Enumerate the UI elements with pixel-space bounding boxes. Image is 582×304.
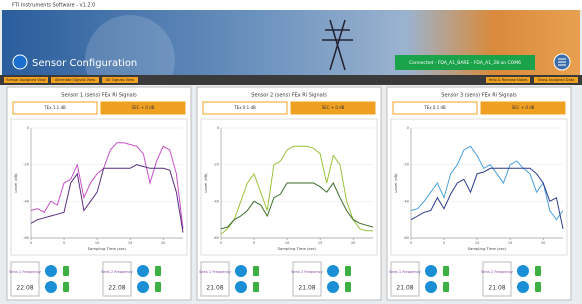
readout-value: 21.08 <box>298 285 315 292</box>
window-title: FTI Instruments Software - v1.2.0 <box>12 3 95 9</box>
battery-icon <box>63 282 69 292</box>
signal-button-label: TEx 1.1 dB <box>43 105 66 110</box>
x-tick-label: 10 <box>95 241 99 245</box>
x-tick-label: 10 <box>475 241 479 245</box>
control-button[interactable] <box>137 281 149 293</box>
app-window: FTI Instruments Software - v1.2.0 Sensor… <box>0 0 582 304</box>
x-tick-label: 0 <box>30 241 32 245</box>
panel-title: Sensor 3 (sens) FEx Ri Signals <box>441 93 517 99</box>
status-text: Connected - FDA_A1_BARE - FDA_A1_28 on C… <box>409 60 521 66</box>
y-tick-label: -60 <box>213 236 219 240</box>
x-tick-label: 15 <box>128 241 132 245</box>
readout-label: Sens 2 Frequency <box>291 270 324 274</box>
tab-label: Alternate Signals View <box>55 78 95 82</box>
x-tick-label: 10 <box>285 241 289 245</box>
y-tick-label: -20 <box>213 163 219 167</box>
readout-label: Sens 1 Frequency <box>9 270 42 274</box>
signal-button-label: TEx 0.1 dB <box>233 105 256 110</box>
y-tick-label: -40 <box>23 199 29 203</box>
header-title: Sensor Configuration <box>32 58 137 69</box>
y-tick-label: -60 <box>403 236 409 240</box>
readout-value: 22.08 <box>16 285 33 292</box>
y-tick-label: -60 <box>23 236 29 240</box>
signal-button-label: TEx 0.1 dB <box>423 105 446 110</box>
signal-button-label: SEC + 0 dB <box>512 105 535 110</box>
x-axis-label: Sampling Time (sec) <box>468 246 507 251</box>
battery-icon <box>345 282 351 292</box>
battery-icon <box>253 282 259 292</box>
tab-label: Help & Release Notes <box>489 78 528 82</box>
tab-label: All Signals View <box>106 78 134 82</box>
page: {"window": {"title": "FTI Instruments So… <box>0 0 582 304</box>
readout-label: Sens 1 Frequency <box>389 270 422 274</box>
control-button[interactable] <box>327 281 339 293</box>
x-tick-label: 0 <box>220 241 222 245</box>
x-tick-label: 20 <box>351 241 355 245</box>
readout-label: Sens 2 Frequency <box>101 270 134 274</box>
x-axis-label: Sampling Time (sec) <box>88 246 127 251</box>
x-tick-label: 15 <box>508 241 512 245</box>
tab-label: Show Assigned Data <box>538 78 575 82</box>
battery-icon <box>63 266 69 276</box>
battery-icon <box>155 282 161 292</box>
battery-icon <box>443 266 449 276</box>
control-button[interactable] <box>517 281 529 293</box>
panel-title: Sensor 1 (sens) FEx Ri Signals <box>61 93 137 99</box>
x-tick-label: 0 <box>410 241 412 245</box>
y-tick-label: -20 <box>23 163 29 167</box>
x-tick-label: 5 <box>443 241 445 245</box>
app-icon <box>13 55 27 69</box>
x-tick-label: 20 <box>541 241 545 245</box>
battery-icon <box>345 266 351 276</box>
control-button[interactable] <box>45 281 57 293</box>
chart-area <box>201 119 377 255</box>
control-button[interactable] <box>517 265 529 277</box>
signal-button-label: SEC + 0 dB <box>322 105 345 110</box>
battery-icon <box>535 282 541 292</box>
y-axis-label: Level (dB) <box>203 173 208 193</box>
battery-icon <box>155 266 161 276</box>
y-tick-label: -40 <box>213 199 219 203</box>
readout-value: 22.08 <box>108 285 125 292</box>
panel-title: Sensor 2 (sens) FEx Ri Signals <box>251 93 327 99</box>
x-tick-label: 5 <box>63 241 65 245</box>
x-tick-label: 20 <box>161 241 165 245</box>
control-button[interactable] <box>327 265 339 277</box>
x-tick-label: 5 <box>253 241 255 245</box>
tab-label: Sensor Assigned View <box>6 78 45 82</box>
readout-value: 21.08 <box>396 285 413 292</box>
y-tick-label: -20 <box>403 163 409 167</box>
readout-value: 21.08 <box>206 285 223 292</box>
x-tick-label: 15 <box>318 241 322 245</box>
control-button[interactable] <box>235 265 247 277</box>
y-axis-label: Level (dB) <box>13 173 18 193</box>
battery-icon <box>253 266 259 276</box>
y-tick-label: -40 <box>403 199 409 203</box>
control-button[interactable] <box>137 265 149 277</box>
readout-value: 21.08 <box>488 285 505 292</box>
y-tick-label: 0 <box>407 126 409 130</box>
y-tick-label: 0 <box>217 126 219 130</box>
readout-label: Sens 1 Frequency <box>199 270 232 274</box>
x-axis-label: Sampling Time (sec) <box>278 246 317 251</box>
signal-button-label: SEC + 0 dB <box>132 105 155 110</box>
y-axis-label: Level (dB) <box>393 173 398 193</box>
readout-label: Sens 2 Frequency <box>481 270 514 274</box>
control-button[interactable] <box>425 265 437 277</box>
y-tick-label: 0 <box>27 126 29 130</box>
battery-icon <box>443 282 449 292</box>
control-button[interactable] <box>425 281 437 293</box>
control-button[interactable] <box>45 265 57 277</box>
control-button[interactable] <box>235 281 247 293</box>
battery-icon <box>535 266 541 276</box>
